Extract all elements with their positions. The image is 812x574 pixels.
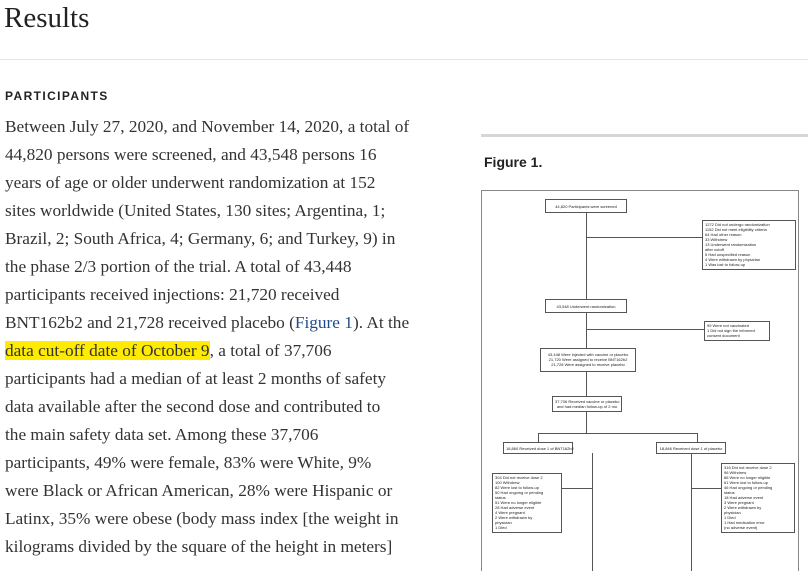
paragraph-line: participants had a median of at least 2 … — [5, 369, 387, 388]
followup-box: 37,706 Received vaccine or placebo and h… — [552, 396, 622, 412]
excluded-line: 2 Were withdrawn by — [495, 515, 533, 520]
excluded-line: 51 Were no longer eligible — [495, 500, 542, 505]
paragraph-line: the phase 2/3 portion of the trial. A to… — [5, 257, 352, 276]
placebo-arm-text: 18,846 Received dose 1 of placebo — [659, 446, 723, 451]
paragraph-line: the main safety data set. Among these 37… — [5, 425, 319, 444]
screened-box: 44,820 Participants were screened — [545, 199, 627, 213]
results-paragraph: Between July 27, 2020, and November 14, … — [5, 113, 452, 561]
followup-line: 37,706 Received vaccine or placebo — [555, 399, 620, 404]
flow-connector — [697, 433, 698, 443]
excluded-line: 1 Had medication error — [724, 520, 765, 525]
randomized-text: 43,548 Underwent randomization — [556, 304, 616, 309]
excluded-line: 1152 Did not meet eligibility criteria — [705, 227, 767, 232]
paragraph-line: data cut-off date of October 9, a total … — [5, 337, 452, 365]
followup-line: and had median follow-up of 2 mo — [556, 404, 618, 409]
excluded-line: 96 Withdrew — [724, 470, 747, 475]
paragraph-line: participants, 49% were female, 83% were … — [5, 453, 372, 472]
vaccine-arm-text: 18,860 Received dose 1 of BNT162b2 — [506, 446, 574, 451]
excluded-line: 4 Were withdrawn by physician — [705, 257, 761, 262]
paragraph-line: years of age or older underwent randomiz… — [5, 173, 376, 192]
flow-connector — [586, 237, 704, 238]
paragraph-line: data available after the second dose and… — [5, 397, 381, 416]
flow-connector — [586, 312, 587, 348]
paragraph-line: kilograms divided by the square of the h… — [5, 537, 393, 556]
not-vaccinated-line: 99 Were not vaccinated — [707, 323, 749, 328]
excluded-line: 1 Died — [724, 515, 736, 520]
excluded-line: 1 Was lost to follow-up — [705, 262, 746, 267]
randomized-box: 43,548 Underwent randomization — [545, 299, 627, 313]
paragraph-line: Brazil, 2; South Africa, 4; Germany, 6; … — [5, 229, 396, 248]
vaccine-dose2-excluded-box: 304 Did not receive dose 2 100 Withdrew … — [492, 473, 562, 533]
excluded-line: 18 Had adverse event — [724, 495, 764, 500]
figure-panel[interactable]: Figure 1. 44,820 Participants were scree… — [467, 134, 812, 574]
flow-connector — [562, 488, 592, 489]
excluded-line: 316 Did not receive dose 2 — [724, 465, 772, 470]
flow-connector — [586, 372, 587, 396]
excluded-line: 1 Died — [495, 525, 507, 530]
excluded-line: 304 Did not receive dose 2 — [495, 475, 543, 480]
not-vaccinated-line: consent document — [707, 333, 740, 338]
excluded-line: physician — [724, 510, 741, 515]
injected-line: 21,728 Were assigned to receive placebo — [551, 362, 625, 367]
injected-box: 43,448 Were injected with vaccine or pla… — [540, 348, 636, 372]
flow-connector — [586, 212, 587, 300]
figure-1-link[interactable]: Figure 1 — [294, 313, 353, 332]
screened-text: 44,820 Participants were screened — [555, 204, 617, 209]
excluded-line: 46 Had ongoing or pending — [724, 485, 773, 490]
paragraph-line: Between July 27, 2020, and November 14, … — [5, 117, 410, 136]
flow-connector — [691, 488, 721, 489]
vaccine-arm-box: 18,860 Received dose 1 of BNT162b2 — [503, 442, 574, 454]
placebo-arm-box: 18,846 Received dose 1 of placebo — [656, 442, 726, 454]
paragraph-line: Latinx, 35% were obese (body mass index … — [5, 509, 399, 528]
excluded-line: after cutoff — [705, 247, 724, 252]
excluded-line: 100 Withdrew — [495, 480, 520, 485]
paragraph-text: BNT162b2 and 21,728 received placebo ( — [5, 313, 295, 332]
excluded-line: (no adverse event) — [724, 525, 758, 530]
excluded-line: 86 Were no longer eligible — [724, 475, 771, 480]
excluded-line: 33 Withdrew — [705, 237, 728, 242]
excluded-line: 1272 Did not undergo randomization — [705, 222, 770, 227]
subsection-heading: PARTICIPANTS — [5, 89, 109, 103]
excluded-line: status — [495, 495, 506, 500]
excluded-line: 4 Were pregnant — [495, 510, 525, 515]
flow-connector — [586, 411, 587, 433]
flow-connector — [538, 433, 539, 443]
injected-line: 21,720 Were assigned to receive BNT162b2 — [548, 357, 628, 362]
paragraph-line: 44,820 persons were screened, and 43,548… — [5, 145, 377, 164]
excluded-line: 13 Underwent randomization — [705, 242, 757, 247]
not-vaccinated-line: 1 Did not sign the informed — [707, 328, 755, 333]
excluded-line: 82 Were lost to follow-up — [495, 485, 539, 490]
paragraph-text: , a total of 37,706 — [209, 341, 332, 360]
not-vaccinated-box: 99 Were not vaccinated 1 Did not sign th… — [704, 321, 770, 341]
excluded-line: 3 Were pregnant — [724, 500, 754, 505]
placebo-dose2-excluded-box: 316 Did not receive dose 2 96 Withdrew 8… — [721, 463, 795, 533]
paragraph-line: were Black or African American, 28% were… — [5, 481, 393, 500]
excluded-line: 5 Had unspecified reason — [705, 252, 751, 257]
excluded-line: 64 Had other reason — [705, 232, 742, 237]
excluded-line: status — [724, 490, 735, 495]
excluded-line: 50 Had ongoing or pending — [495, 490, 544, 495]
consort-flow-diagram[interactable]: 44,820 Participants were screened 1272 D… — [481, 190, 799, 571]
flow-connector — [586, 329, 704, 330]
flow-connector — [538, 433, 698, 434]
paragraph-line: participants received injections: 21,720… — [5, 285, 340, 304]
figure-title: Figure 1. — [484, 154, 543, 170]
excluded-line: 28 Had adverse event — [495, 505, 535, 510]
flow-connector — [691, 453, 692, 571]
excluded-line: 61 Were lost to follow-up — [724, 480, 768, 485]
section-title: Results — [4, 2, 90, 34]
flow-connector — [592, 453, 593, 571]
paragraph-text: ). At the — [352, 313, 410, 332]
paragraph-line: BNT162b2 and 21,728 received placebo (Fi… — [5, 309, 452, 337]
excluded-line: physician — [495, 520, 512, 525]
paragraph-line: sites worldwide (United States, 130 site… — [5, 201, 386, 220]
injected-line: 43,448 Were injected with vaccine or pla… — [547, 352, 629, 357]
excluded-line: 2 Were withdrawn by — [724, 505, 762, 510]
figure-top-border — [481, 134, 808, 137]
divider — [0, 59, 808, 60]
highlighted-text: data cut-off date of October 9 — [5, 341, 210, 360]
excluded-box: 1272 Did not undergo randomization 1152 … — [702, 220, 796, 270]
